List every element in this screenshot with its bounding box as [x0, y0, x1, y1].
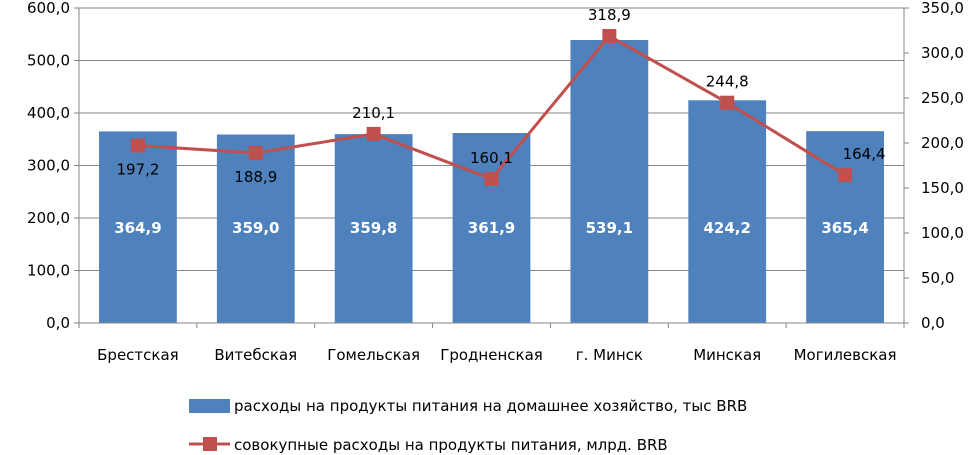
y-left-tick-label: 300,0 — [27, 157, 70, 175]
y-right-tick-label: 300,0 — [921, 44, 964, 62]
y-right-tick-label: 50,0 — [921, 269, 954, 287]
y-right-tick-label: 100,0 — [921, 224, 964, 242]
legend-label-line: совокупные расходы на продукты питания, … — [234, 436, 668, 454]
bar-value-label: 365,4 — [821, 219, 868, 237]
y-right-tick-label: 200,0 — [921, 134, 964, 152]
bar-value-label: 424,2 — [703, 219, 750, 237]
legend-swatch-marker — [203, 437, 217, 451]
x-tick-label: Витебская — [214, 346, 297, 364]
line-value-label: 160,1 — [470, 149, 513, 167]
x-tick-label: Брестская — [97, 346, 179, 364]
line-marker — [838, 168, 853, 183]
line-marker — [720, 95, 735, 110]
x-tick-label: Гомельская — [327, 346, 420, 364]
bar-value-label: 359,8 — [350, 219, 397, 237]
x-tick-label: Гродненская — [440, 346, 543, 364]
bar-value-label: 539,1 — [586, 219, 633, 237]
y-right-tick-label: 250,0 — [921, 89, 964, 107]
data-labels: 364,9 359,0 359,8 361,9 539,1 424,2 365,4 197,2… — [114, 6, 885, 237]
legend-label-bar: расходы на продукты питания на домашнее … — [234, 397, 747, 415]
line-marker — [602, 28, 617, 43]
y-left-tick-label: 600,0 — [27, 0, 70, 17]
x-tick-label: Минская — [693, 346, 761, 364]
y-left-tick-label: 400,0 — [27, 104, 70, 122]
x-tick-label: г. Минск — [576, 346, 643, 364]
bar — [688, 100, 767, 323]
bar-series — [99, 39, 884, 323]
y-left-tick-label: 200,0 — [27, 209, 70, 227]
line-marker — [366, 126, 381, 141]
axes: 0,0 100,0 200,0 300,0 400,0 500,0 600,0 0,0 50,0… — [27, 0, 964, 364]
line-value-label: 244,8 — [706, 73, 749, 91]
bar-value-label: 359,0 — [232, 219, 279, 237]
y-left-tick-label: 0,0 — [46, 314, 70, 332]
y-left-tick-label: 500,0 — [27, 52, 70, 70]
bar — [99, 131, 177, 323]
bar — [334, 134, 413, 323]
bar — [806, 131, 884, 323]
line-marker — [130, 138, 145, 153]
line-value-label: 164,4 — [843, 145, 886, 163]
line-marker — [248, 145, 263, 160]
bar — [452, 133, 531, 323]
line-marker — [484, 171, 499, 186]
legend-swatch-bar — [189, 399, 230, 413]
line-value-label: 210,1 — [352, 104, 395, 122]
x-tick-label: Могилевская — [794, 346, 897, 364]
bar — [570, 39, 649, 323]
line-value-label: 188,9 — [234, 168, 277, 186]
y-left-tick-label: 100,0 — [27, 262, 70, 280]
y-right-tick-label: 350,0 — [921, 0, 964, 17]
legend: расходы на продукты питания на домашнее … — [189, 397, 747, 454]
line-value-label: 197,2 — [116, 161, 159, 179]
bar-value-label: 364,9 — [114, 219, 161, 237]
bar-value-label: 361,9 — [468, 219, 515, 237]
y-right-tick-label: 0,0 — [921, 314, 945, 332]
y-right-tick-label: 150,0 — [921, 179, 964, 197]
line-value-label: 318,9 — [588, 6, 631, 24]
bar — [216, 134, 295, 323]
line-series — [130, 28, 853, 186]
